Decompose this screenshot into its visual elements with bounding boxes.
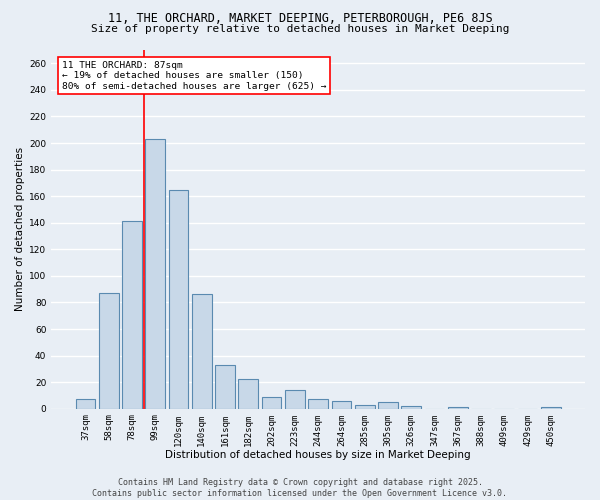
Text: Contains HM Land Registry data © Crown copyright and database right 2025.
Contai: Contains HM Land Registry data © Crown c… (92, 478, 508, 498)
Text: 11 THE ORCHARD: 87sqm
← 19% of detached houses are smaller (150)
80% of semi-det: 11 THE ORCHARD: 87sqm ← 19% of detached … (62, 61, 326, 90)
Bar (332, 401, 352, 408)
Bar (169, 190, 188, 408)
Bar (99, 293, 119, 408)
Bar (122, 222, 142, 408)
X-axis label: Distribution of detached houses by size in Market Deeping: Distribution of detached houses by size … (166, 450, 471, 460)
Bar (238, 380, 258, 408)
Bar (308, 400, 328, 408)
Bar (76, 400, 95, 408)
Bar (145, 139, 165, 408)
Text: 11, THE ORCHARD, MARKET DEEPING, PETERBOROUGH, PE6 8JS: 11, THE ORCHARD, MARKET DEEPING, PETERBO… (107, 12, 493, 26)
Bar (192, 294, 212, 408)
Bar (262, 397, 281, 408)
Bar (215, 365, 235, 408)
Y-axis label: Number of detached properties: Number of detached properties (15, 148, 25, 312)
Text: Size of property relative to detached houses in Market Deeping: Size of property relative to detached ho… (91, 24, 509, 34)
Bar (401, 406, 421, 408)
Bar (285, 390, 305, 408)
Bar (378, 402, 398, 408)
Bar (355, 404, 374, 408)
